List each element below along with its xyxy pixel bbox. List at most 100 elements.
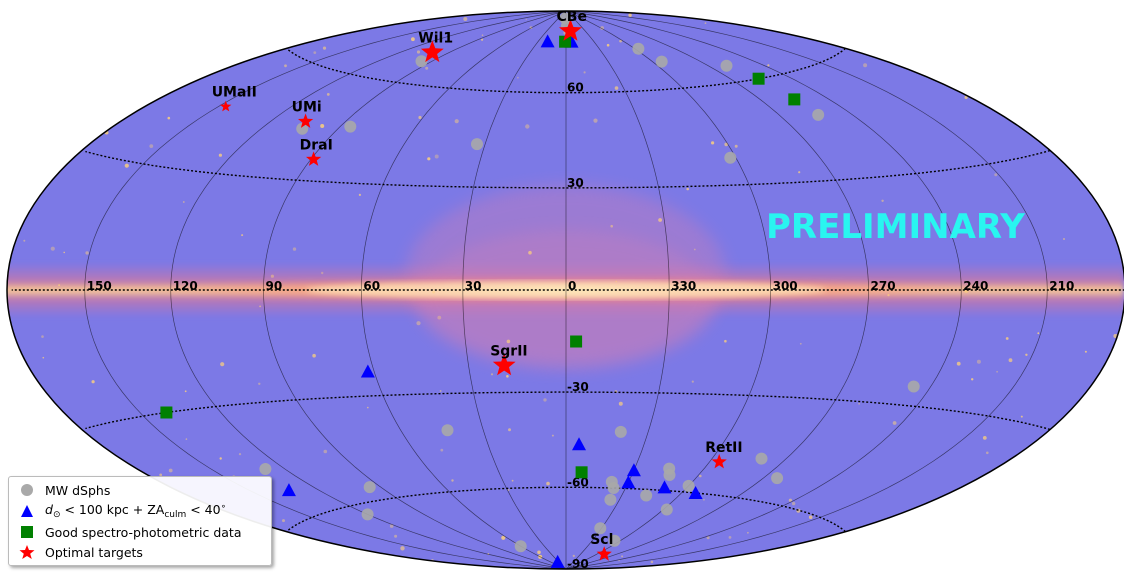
point-source — [481, 38, 484, 41]
dsph-marker — [361, 508, 374, 521]
point-source — [425, 66, 429, 70]
point-source — [724, 339, 727, 343]
target-label: Wil1 — [418, 30, 453, 46]
target-label: SgrII — [490, 344, 527, 360]
lat-tick-label: -60 — [567, 475, 589, 489]
point-source — [711, 141, 715, 145]
point-source — [511, 479, 514, 482]
nearby-marker — [626, 463, 641, 477]
point-source — [551, 434, 554, 437]
point-source — [418, 115, 422, 120]
point-source — [525, 18, 528, 21]
point-source — [437, 315, 442, 320]
point-source — [699, 474, 702, 478]
dsph-marker — [296, 122, 309, 135]
point-source — [1025, 353, 1028, 356]
data-markers: CBe Wil1 UMi UMaII DraI SgrII RetII Scl — [160, 9, 920, 568]
dsph-marker — [771, 472, 784, 485]
point-source — [517, 76, 519, 79]
legend-label: d⊙ < 100 kpc + ZAculm < 40∘ — [45, 502, 227, 520]
spectro-marker — [575, 466, 588, 479]
point-source — [159, 473, 163, 477]
point-source — [982, 436, 987, 440]
dsph-marker — [755, 452, 768, 465]
point-source — [168, 468, 173, 473]
nearby-marker — [572, 437, 587, 451]
legend-label: MW dSphs — [45, 482, 111, 498]
lon-tick-label: 120 — [173, 279, 198, 293]
point-source — [411, 37, 415, 42]
point-source — [964, 95, 968, 99]
point-source — [986, 451, 989, 455]
point-source — [454, 119, 459, 124]
point-source — [434, 154, 439, 159]
point-source — [91, 380, 95, 384]
point-source — [42, 356, 45, 359]
legend-item-good-data: Good spectro-photometric data — [17, 523, 242, 541]
lon-tick-label: 0 — [568, 279, 576, 293]
lat-tick-label: 30 — [567, 176, 584, 190]
dsph-marker — [663, 469, 676, 481]
dsph-marker — [471, 138, 483, 151]
point-source — [628, 13, 632, 17]
point-source — [50, 246, 55, 251]
dsph-marker — [632, 42, 645, 55]
point-source — [184, 390, 187, 393]
point-source — [976, 359, 981, 364]
point-source — [686, 187, 689, 191]
point-source — [282, 519, 285, 523]
optimal-target-marker — [306, 151, 322, 166]
target-label: CBe — [557, 9, 587, 25]
point-source — [1008, 358, 1013, 363]
dsph-marker — [604, 493, 617, 506]
legend-item-nearby: d⊙ < 100 kpc + ZAculm < 40∘ — [17, 502, 226, 520]
triangle-marker-icon — [21, 505, 33, 517]
point-source — [326, 93, 330, 96]
dsph-marker — [640, 489, 653, 502]
point-source — [706, 536, 710, 540]
point-source — [650, 560, 654, 564]
point-source — [781, 219, 785, 223]
target-label: RetII — [705, 440, 742, 456]
lon-tick-label: 240 — [963, 279, 988, 293]
optimal-target-marker — [220, 100, 232, 112]
meridian-line — [170, 10, 567, 570]
point-source — [614, 86, 619, 90]
point-source — [219, 457, 222, 460]
point-source — [788, 498, 793, 502]
point-source — [175, 282, 178, 284]
point-source — [1084, 350, 1087, 353]
dsph-marker — [720, 59, 733, 72]
point-source — [798, 171, 801, 174]
nearby-marker — [540, 34, 555, 48]
dsph-marker — [812, 108, 825, 121]
star-marker-icon — [19, 545, 35, 559]
lat-tick-label: -90 — [567, 557, 589, 571]
nearby-marker — [360, 364, 375, 378]
parallel-line — [287, 47, 846, 94]
point-source — [167, 116, 171, 120]
point-source — [507, 489, 510, 491]
point-source — [858, 403, 860, 405]
point-source — [41, 335, 44, 338]
point-source — [619, 39, 622, 43]
point-source — [528, 250, 532, 255]
spectro-marker — [559, 35, 572, 48]
point-source — [322, 46, 327, 50]
point-source — [1063, 238, 1065, 240]
point-source — [218, 153, 222, 157]
point-source — [887, 294, 890, 297]
point-source — [996, 370, 998, 373]
lon-tick-label: 90 — [266, 279, 283, 293]
lon-tick-label: 30 — [465, 279, 482, 293]
optimal-target-marker — [298, 113, 314, 128]
square-marker-icon — [21, 526, 33, 538]
lon-tick-label: 270 — [871, 279, 896, 293]
point-source — [416, 50, 421, 54]
point-source — [427, 157, 431, 161]
point-source — [394, 534, 398, 538]
optimal-target-marker — [711, 453, 727, 469]
point-source — [481, 34, 484, 36]
dsph-marker — [614, 425, 627, 438]
